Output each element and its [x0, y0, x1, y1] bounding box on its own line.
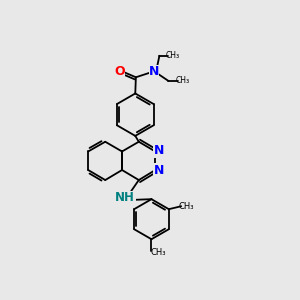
Text: N: N	[149, 65, 159, 78]
Text: CH₃: CH₃	[150, 248, 166, 257]
Text: CH₃: CH₃	[176, 76, 190, 85]
Text: CH₃: CH₃	[166, 51, 180, 60]
Text: N: N	[154, 164, 164, 177]
Text: NH: NH	[115, 191, 135, 204]
Text: O: O	[115, 65, 125, 78]
Text: CH₃: CH₃	[179, 202, 194, 211]
Text: N: N	[154, 144, 164, 158]
